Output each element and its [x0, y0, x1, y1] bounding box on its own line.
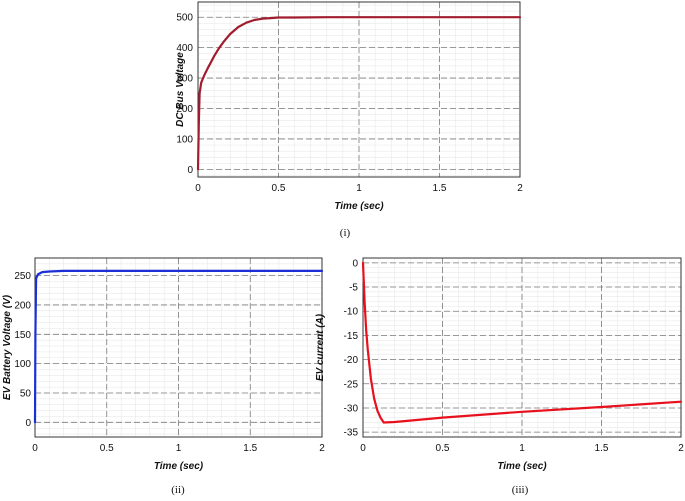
x-axis-label: Time (sec): [497, 461, 547, 472]
y-tick-label: 200: [14, 300, 31, 311]
y-tick-label: -35: [344, 428, 359, 439]
y-tick-label: 100: [14, 359, 31, 370]
x-axis-label: Time (sec): [334, 201, 384, 212]
y-tick-label: 200: [176, 104, 193, 115]
y-tick-label: -20: [344, 355, 359, 366]
figure-caption: (i): [340, 227, 351, 239]
series-line-iii-0: [361, 261, 683, 424]
y-axis-label: EV current (A): [315, 313, 326, 381]
x-tick-label: 0.5: [436, 443, 450, 454]
y-tick-label: 300: [176, 74, 193, 85]
x-tick-label: 2: [517, 183, 523, 194]
x-tick-label: 0: [360, 443, 366, 454]
y-tick-label: 100: [176, 134, 193, 145]
x-tick-label: 1: [356, 183, 362, 194]
x-tick-label: 0.5: [272, 183, 286, 194]
chart-iii: 0 0.5 1 1.5 2 0 -5 -10 -15 -20 -25 -30 -35 Time (sec)…: [315, 257, 684, 496]
y-tick-label: 50: [20, 388, 32, 399]
figure-caption: (ii): [171, 484, 185, 496]
y-tick-label: 150: [14, 330, 31, 341]
y-tick-label: 250: [14, 271, 31, 282]
x-tick-label: 0.5: [100, 443, 114, 454]
y-tick-label: -25: [344, 379, 359, 390]
x-tick-label: 1.5: [433, 183, 447, 194]
x-tick-label: 2: [319, 443, 325, 454]
series-line-i-0: [196, 16, 522, 171]
y-tick-label: -15: [344, 331, 359, 342]
y-tick-label: -5: [349, 283, 358, 294]
y-tick-label: -10: [344, 307, 359, 318]
chart-i: 0 0.5 1 1.5 2 0 100 200 300 400 500 Time (sec) DC Bu…: [175, 1, 523, 239]
x-tick-label: 0: [195, 183, 201, 194]
y-axis-label: DC Bus Voltage: [175, 52, 186, 127]
x-tick-label: 2: [678, 443, 684, 454]
x-tick-label: 1.5: [595, 443, 609, 454]
chart-ii: 0 0.5 1 1.5 2 0 50 100 150 200 250 Time (sec) EV Bat…: [2, 257, 325, 496]
y-tick-label: 500: [176, 13, 193, 24]
figure-caption: (iii): [512, 484, 529, 496]
plot-frame: [197, 1, 521, 178]
y-tick-label: 0: [25, 418, 31, 429]
x-tick-label: 1.5: [243, 443, 257, 454]
y-axis-label: EV Battery Voltage (V): [2, 294, 13, 400]
x-axis-label: Time (sec): [154, 461, 204, 472]
y-tick-label: 0: [352, 258, 358, 269]
y-tick-label: -30: [344, 403, 359, 414]
x-tick-label: 0: [32, 443, 38, 454]
y-tick-label: 0: [187, 165, 193, 176]
plot-frame: [362, 257, 682, 438]
x-tick-label: 1: [176, 443, 182, 454]
series-line-ii-0: [33, 269, 324, 424]
y-tick-label: 400: [176, 43, 193, 54]
x-tick-label: 1: [519, 443, 525, 454]
